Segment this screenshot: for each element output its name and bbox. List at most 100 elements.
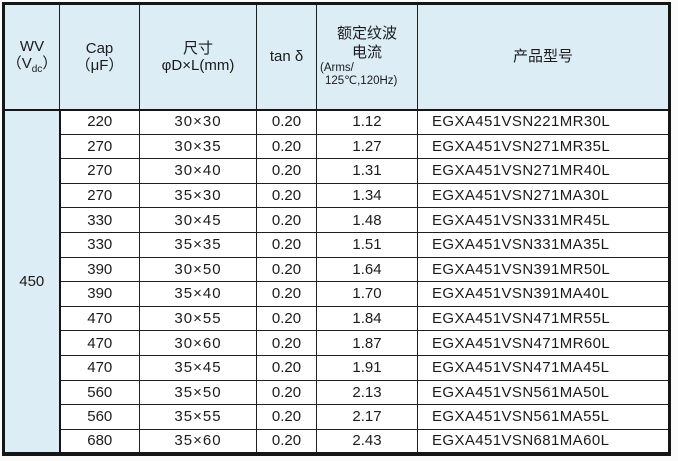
ripple-current-cell: 1.87 <box>316 330 418 356</box>
size-cell: 35×60 <box>139 428 257 455</box>
capacitance-cell: 470 <box>59 354 140 381</box>
col-header-cap: Cap （μF） <box>59 3 140 111</box>
capacitance-cell: 560 <box>59 404 140 430</box>
capacitance-cell: 390 <box>59 256 140 283</box>
product-model-cell: EGXA451VSN471MA45L <box>417 354 670 381</box>
capacitance-cell: 330 <box>59 231 140 258</box>
table-body: 450 220 30×30 0.20 1.12 EGXA451VSN221MR3… <box>3 109 670 455</box>
capacitance-cell: 470 <box>59 305 140 332</box>
table-row: 390 30×50 0.20 1.64 EGXA451VSN391MR50L <box>4 256 670 283</box>
tan-delta-title: tan δ <box>269 48 304 66</box>
capacitance-cell: 560 <box>59 379 140 406</box>
table-row: 270 30×35 0.20 1.27 EGXA451VSN271MR35L <box>4 133 670 160</box>
ripple-current-cell: 1.64 <box>316 256 418 283</box>
product-model-cell: EGXA451VSN561MA50L <box>417 379 670 406</box>
size-cell: 30×45 <box>139 207 257 233</box>
ripple-current-cell: 1.70 <box>316 281 418 307</box>
tan-delta-cell: 0.20 <box>256 354 317 381</box>
table-row: 680 35×60 0.20 2.43 EGXA451VSN681MA60L <box>4 428 670 455</box>
capacitance-cell: 270 <box>59 158 140 184</box>
ripple-current-cell: 1.31 <box>316 158 418 184</box>
size-cell: 35×40 <box>139 281 257 307</box>
cap-unit: （μF） <box>75 56 124 74</box>
capacitance-cell: 680 <box>59 428 140 455</box>
header-row: WV （Vdc） Cap （μF） 尺寸 φD×L(mm) tan δ 额定纹波… <box>3 3 670 111</box>
capacitance-cell: 220 <box>59 109 140 135</box>
product-model-cell: EGXA451VSN271MR35L <box>417 133 670 160</box>
capacitance-cell: 270 <box>59 133 140 160</box>
ripple-current-cell: 1.51 <box>316 231 418 258</box>
ripple-current-cell: 2.17 <box>316 404 418 430</box>
ripple-condition-2: 125℃,120Hz) <box>325 75 398 87</box>
size-title: 尺寸 <box>182 39 213 57</box>
tan-delta-cell: 0.20 <box>256 379 317 406</box>
product-model-cell: EGXA451VSN271MA30L <box>417 182 670 209</box>
ripple-title-2: 电流 <box>351 43 382 61</box>
tan-delta-cell: 0.20 <box>256 207 317 233</box>
col-header-model: 产品型号 <box>417 3 670 111</box>
size-cell: 30×35 <box>139 133 257 160</box>
ripple-current-cell: 2.13 <box>316 379 418 406</box>
ripple-current-cell: 1.34 <box>316 182 418 209</box>
ripple-current-cell: 1.27 <box>316 133 418 160</box>
product-model-cell: EGXA451VSN471MR55L <box>417 305 670 332</box>
product-model-cell: EGXA451VSN391MA40L <box>417 281 670 307</box>
product-model-cell: EGXA451VSN331MA35L <box>417 231 670 258</box>
ripple-title-1: 额定纹波 <box>336 25 397 43</box>
size-cell: 35×35 <box>139 231 257 258</box>
product-model-cell: EGXA451VSN391MR50L <box>417 256 670 283</box>
tan-delta-cell: 0.20 <box>256 158 317 184</box>
tan-delta-cell: 0.20 <box>256 330 317 356</box>
table-row: 560 35×55 0.20 2.17 EGXA451VSN561MA55L <box>4 404 670 430</box>
table-row: 470 35×45 0.20 1.91 EGXA451VSN471MA45L <box>4 354 670 381</box>
size-cell: 30×40 <box>139 158 257 184</box>
product-model-cell: EGXA451VSN561MA55L <box>417 404 670 430</box>
tan-delta-cell: 0.20 <box>256 305 317 332</box>
ripple-current-cell: 1.12 <box>316 109 418 135</box>
table-row: 450 220 30×30 0.20 1.12 EGXA451VSN221MR3… <box>3 109 670 455</box>
table-row: 470 30×55 0.20 1.84 EGXA451VSN471MR55L <box>4 305 670 332</box>
size-cell: 35×30 <box>139 182 257 209</box>
product-model-cell: EGXA451VSN681MA60L <box>417 428 670 455</box>
product-model-cell: EGXA451VSN271MR40L <box>417 158 670 184</box>
ripple-current-cell: 2.43 <box>316 428 418 455</box>
table-row: 390 35×40 0.20 1.70 EGXA451VSN391MA40L <box>4 281 670 307</box>
size-cell: 35×55 <box>139 404 257 430</box>
table-row: 330 30×45 0.20 1.48 EGXA451VSN331MR45L <box>4 207 670 233</box>
table-header: WV （Vdc） Cap （μF） 尺寸 φD×L(mm) tan δ 额定纹波… <box>3 3 670 111</box>
cap-title: Cap <box>85 39 114 57</box>
size-cell: 30×60 <box>139 330 257 356</box>
table-row: 470 30×60 0.20 1.87 EGXA451VSN471MR60L <box>4 330 670 356</box>
size-cell: 30×50 <box>139 256 257 283</box>
capacitance-cell: 470 <box>59 330 140 356</box>
ripple-current-cell: 1.84 <box>316 305 418 332</box>
capacitance-cell: 330 <box>59 207 140 233</box>
tan-delta-cell: 0.20 <box>256 231 317 258</box>
col-header-tan-delta: tan δ <box>256 3 317 111</box>
wv-title: WV <box>19 37 45 55</box>
capacitance-cell: 390 <box>59 281 140 307</box>
capacitor-spec-table: WV （Vdc） Cap （μF） 尺寸 φD×L(mm) tan δ 额定纹波… <box>2 2 671 456</box>
tan-delta-cell: 0.20 <box>256 281 317 307</box>
tan-delta-cell: 0.20 <box>256 182 317 209</box>
size-cell: 30×55 <box>139 305 257 332</box>
size-cell: 35×50 <box>139 379 257 406</box>
tan-delta-cell: 0.20 <box>256 428 317 455</box>
ripple-current-cell: 1.91 <box>316 354 418 381</box>
tan-delta-cell: 0.20 <box>256 133 317 160</box>
table-row: 270 30×40 0.20 1.31 EGXA451VSN271MR40L <box>4 158 670 184</box>
tan-delta-cell: 0.20 <box>256 109 317 135</box>
product-model-cell: EGXA451VSN471MR60L <box>417 330 670 356</box>
table-row: 560 35×50 0.20 2.13 EGXA451VSN561MA50L <box>4 379 670 406</box>
size-unit: φD×L(mm) <box>161 56 235 74</box>
col-header-size: 尺寸 φD×L(mm) <box>139 3 257 111</box>
col-header-ripple-current: 额定纹波 电流 (Arms/ 125℃,120Hz) <box>316 3 418 111</box>
tan-delta-cell: 0.20 <box>256 256 317 283</box>
model-title: 产品型号 <box>512 48 573 66</box>
size-cell: 30×30 <box>139 109 257 135</box>
capacitance-cell: 270 <box>59 182 140 209</box>
tan-delta-cell: 0.20 <box>256 404 317 430</box>
wv-voltage-cell: 450 <box>3 109 61 455</box>
table-row: 330 35×35 0.20 1.51 EGXA451VSN331MA35L <box>4 231 670 258</box>
